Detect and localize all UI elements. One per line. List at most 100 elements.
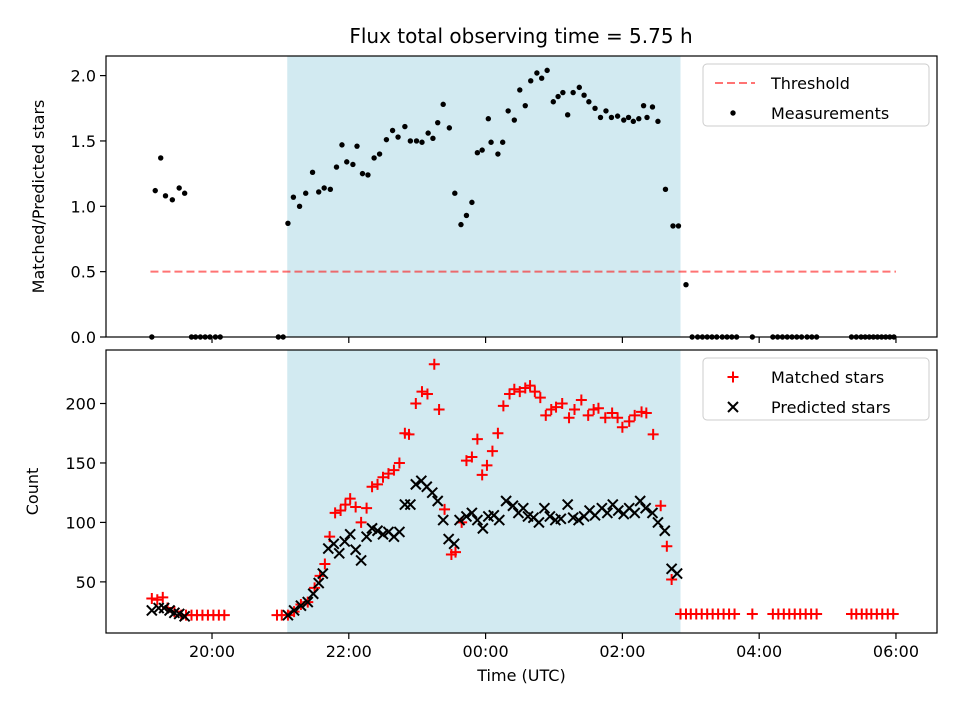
bottom-panel: 20:00 22:00 00:00 02:00 04:00 06:00 50 100 150 20…	[23, 349, 938, 685]
bottom-matched-point-61	[529, 386, 541, 398]
top-point-79	[636, 116, 642, 122]
bottom-x-tick-label-0: 20:00	[189, 642, 235, 661]
bottom-predicted-point-19	[349, 544, 362, 556]
bottom-matched-point-82	[655, 500, 667, 512]
bottom-legend-matched-swatch	[727, 371, 739, 383]
top-point-36	[402, 123, 408, 130]
bottom-frame	[105, 349, 938, 634]
bottom-legend-label-0: Matched stars	[771, 368, 884, 387]
top-point-74	[608, 114, 615, 121]
bottom-matched-point-114	[887, 608, 899, 620]
bottom-matched-point-29	[355, 516, 367, 528]
bottom-series-1	[146, 475, 683, 623]
bottom-matched-point-83	[661, 540, 673, 552]
top-point-30	[365, 172, 371, 178]
bottom-matched-point-43	[433, 403, 445, 415]
bottom-matched-point-31	[366, 481, 378, 493]
bottom-legend	[702, 357, 930, 421]
bottom-predicted-point-74	[659, 525, 671, 537]
bottom-predicted-point-41	[471, 514, 484, 526]
top-point-43	[440, 101, 446, 108]
bottom-legend-label-1: Predicted stars	[771, 398, 891, 417]
top-point-85	[670, 223, 676, 229]
bottom-matched-point-25	[335, 505, 347, 517]
top-y-tick-label-1: 0.5	[71, 263, 96, 282]
top-point-16	[285, 220, 291, 226]
top-legend-label-1: Measurements	[771, 104, 889, 123]
top-point-50	[479, 147, 485, 153]
top-point-69	[581, 92, 587, 98]
bottom-y-tick-label-3: 200	[65, 395, 96, 414]
top-point-70	[586, 99, 592, 105]
bottom-matched-point-76	[616, 421, 628, 433]
top-y-tick-label-3: 1.5	[71, 132, 96, 151]
bottom-matched-point-105	[811, 608, 823, 620]
top-point-42	[435, 119, 441, 126]
bottom-predicted-point-71	[639, 502, 652, 514]
bottom-matched-point-52	[481, 459, 493, 471]
bottom-predicted-point-6	[178, 610, 191, 623]
top-point-37	[407, 138, 414, 144]
bottom-predicted-point-69	[628, 507, 641, 519]
bottom-predicted-point-42	[477, 522, 489, 535]
top-point-72	[597, 114, 604, 121]
top-point-84	[662, 186, 669, 193]
bottom-y-tick-label-2: 150	[65, 454, 96, 473]
top-observing-span	[287, 56, 681, 337]
bottom-matched-point-54	[492, 427, 504, 439]
bottom-predicted-point-11	[307, 588, 319, 600]
bottom-predicted-point-49	[517, 502, 529, 514]
bottom-matched-point-63	[540, 409, 552, 421]
bottom-predicted-point-12	[313, 577, 325, 589]
bottom-predicted-point-73	[652, 516, 664, 529]
top-point-24	[333, 164, 340, 170]
bottom-matched-point-95	[729, 608, 741, 620]
figure-title: Flux total observing time = 5.75 h	[349, 24, 692, 48]
bottom-predicted-point-46	[500, 495, 512, 507]
bottom-predicted-point-70	[634, 495, 646, 507]
bottom-matched-point-35	[388, 464, 400, 476]
top-point-46	[458, 221, 464, 228]
top-y-tick-label-4: 2.0	[71, 67, 96, 86]
top-point-75	[614, 113, 621, 119]
top-point-47	[463, 212, 470, 219]
top-point-76	[621, 117, 627, 123]
bottom-matched-point-60	[524, 380, 536, 392]
top-point-67	[570, 89, 576, 96]
bottom-matched-point-72	[592, 402, 604, 414]
top-point-63	[550, 99, 557, 105]
top-point-25	[339, 142, 345, 148]
bottom-matched-point-0	[146, 593, 158, 605]
bottom-matched-point-65	[550, 401, 562, 413]
bottom-matched-point-50	[471, 433, 483, 445]
bottom-predicted-point-56	[555, 513, 567, 525]
bottom-predicted-point-0	[146, 604, 158, 617]
bottom-matched-point-42	[428, 358, 440, 370]
top-point-29	[359, 170, 366, 177]
bottom-matched-point-46	[449, 546, 461, 558]
bottom-predicted-point-23	[371, 525, 384, 537]
bottom-matched-point-84	[666, 573, 678, 585]
top-point-60	[534, 70, 540, 76]
top-point-23	[327, 186, 334, 193]
bottom-matched-point-22	[319, 558, 331, 570]
top-point-21	[316, 189, 322, 195]
bottom-predicted-point-29	[404, 498, 417, 511]
bottom-matched-point-68	[569, 403, 581, 415]
bottom-y-tick-label-0: 50	[76, 573, 96, 592]
bottom-matched-point-70	[582, 409, 594, 421]
top-point-2	[158, 155, 164, 161]
top-point-86	[675, 223, 682, 229]
top-point-62	[544, 67, 550, 74]
top-point-48	[469, 199, 475, 206]
bottom-predicted-point-45	[493, 514, 505, 526]
bottom-x-tick-label-5: 06:00	[873, 642, 919, 661]
top-point-77	[625, 114, 632, 121]
bottom-predicted-point-33	[426, 486, 438, 499]
bottom-matched-point-27	[344, 493, 356, 505]
bottom-x-axis-label: Time (UTC)	[476, 666, 565, 685]
top-point-83	[655, 118, 661, 125]
bottom-matched-point-30	[361, 502, 373, 514]
bottom-matched-point-32	[372, 478, 384, 490]
bottom-matched-point-77	[623, 415, 635, 427]
